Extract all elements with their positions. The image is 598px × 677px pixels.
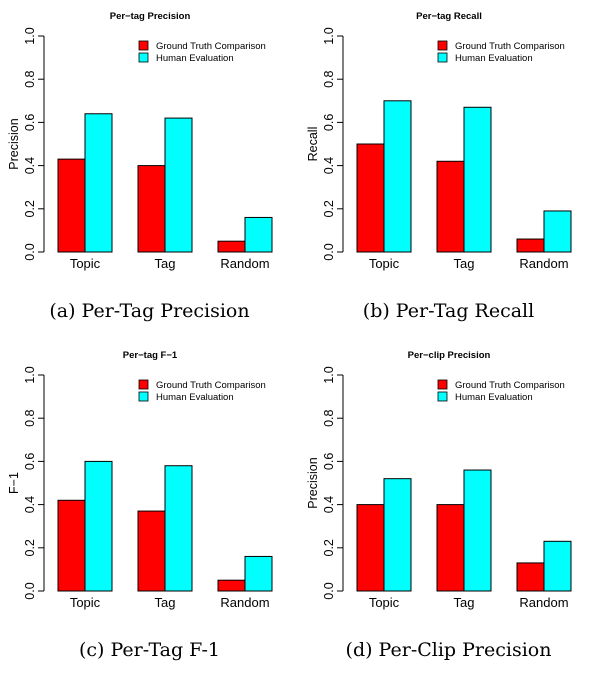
bar-ground-truth [436,160,465,253]
bar-human-evaluation [244,555,273,592]
bar-human-evaluation [543,210,572,253]
figure-caption: (a) Per-Tag Precision [49,300,250,322]
bar-human-evaluation [164,117,193,253]
y-tick-label: 1.0 [322,366,336,383]
chart-panel-a: Per−tag Precision 0.0 0.2 0.4 0.6 0.8 1.0 Preci… [0,0,299,338]
bar-human-evaluation [164,465,193,592]
bar-ground-truth [516,562,545,592]
bar-human-evaluation [84,460,113,592]
x-tick-label: Topic [70,595,101,610]
legend-swatch [138,40,149,51]
bar-ground-truth [217,240,246,253]
chart-title: Per−clip Precision [408,350,491,361]
bar-human-evaluation [543,540,572,592]
legend-label: Human Evaluation [156,392,234,403]
legend-swatch [437,52,448,63]
bar-ground-truth [57,158,86,253]
legend-swatch [437,379,448,390]
bar-ground-truth [356,504,385,592]
x-tick-label: Random [220,256,269,271]
bar-human-evaluation [383,100,412,253]
y-tick-label: 0.6 [23,114,37,131]
bar-ground-truth [356,143,385,253]
y-tick-label: 0.4 [23,496,37,513]
legend-label: Human Evaluation [455,53,533,64]
bar-chart: Per−tag Recall 0.0 0.2 0.4 0.6 0.8 1.0 Recall To… [306,11,572,271]
y-tick-label: 0.0 [23,243,37,260]
legend-swatch [437,40,448,51]
bar-human-evaluation [383,478,412,592]
y-tick-label: 0.0 [322,582,336,599]
chart-title: Per−tag F−1 [123,350,178,361]
bar-ground-truth [57,499,86,592]
y-tick-label: 0.8 [322,409,336,426]
bar-human-evaluation [244,216,273,253]
chart-panel-d: Per−clip Precision 0.0 0.2 0.4 0.6 0.8 1.0 Prec… [299,339,598,677]
y-axis-label: Recall [306,127,320,162]
y-tick-label: 0.6 [322,114,336,131]
x-tick-label: Random [220,595,269,610]
legend-label: Ground Truth Comparison [156,41,266,52]
chart-title: Per−tag Recall [416,11,482,22]
chart-title: Per−tag Precision [110,11,191,22]
y-tick-label: 0.0 [23,582,37,599]
x-tick-label: Topic [369,595,400,610]
y-tick-label: 0.8 [23,70,37,87]
y-tick-label: 0.6 [23,453,37,470]
figure-caption: (d) Per-Clip Precision [345,639,552,661]
x-tick-label: Topic [369,256,400,271]
y-tick-label: 1.0 [23,27,37,44]
y-tick-label: 1.0 [322,27,336,44]
bar-human-evaluation [463,469,492,592]
legend-label: Human Evaluation [455,392,533,403]
y-tick-label: 0.2 [322,200,336,217]
y-tick-label: 0.0 [322,243,336,260]
bar-ground-truth [137,165,166,253]
legend-label: Human Evaluation [156,53,234,64]
bar-chart: Per−tag F−1 0.0 0.2 0.4 0.6 0.8 1.0 F−1 Topic Tag… [7,350,273,610]
y-tick-label: 1.0 [23,366,37,383]
legend-swatch [138,391,149,402]
y-tick-label: 0.6 [322,453,336,470]
y-axis-label: Precision [7,118,21,169]
y-tick-label: 0.4 [23,157,37,174]
bar-ground-truth [217,579,246,592]
chart-panel-c: Per−tag F−1 0.0 0.2 0.4 0.6 0.8 1.0 F−1 Topic Tag… [0,339,299,677]
bar-ground-truth [516,238,545,253]
y-axis-label: F−1 [7,472,21,494]
x-tick-label: Topic [70,256,101,271]
legend-swatch [138,379,149,390]
y-tick-label: 0.2 [23,200,37,217]
bar-ground-truth [436,504,465,592]
y-tick-label: 0.2 [322,539,336,556]
bar-chart: Per−tag Precision 0.0 0.2 0.4 0.6 0.8 1.0 Preci… [7,11,273,271]
y-tick-label: 0.4 [322,496,336,513]
y-tick-label: 0.8 [23,409,37,426]
bar-ground-truth [137,510,166,592]
y-tick-label: 0.2 [23,539,37,556]
legend-label: Ground Truth Comparison [455,380,565,391]
legend-label: Ground Truth Comparison [156,380,266,391]
bar-human-evaluation [463,106,492,253]
y-tick-label: 0.8 [322,70,336,87]
chart-panel-b: Per−tag Recall 0.0 0.2 0.4 0.6 0.8 1.0 Recall To… [299,0,598,338]
x-tick-label: Tag [155,595,176,610]
legend-swatch [437,391,448,402]
x-tick-label: Random [519,595,568,610]
bar-chart: Per−clip Precision 0.0 0.2 0.4 0.6 0.8 1.0 Prec… [306,350,572,610]
bar-human-evaluation [84,113,113,253]
x-tick-label: Tag [454,595,475,610]
legend-label: Ground Truth Comparison [455,41,565,52]
x-tick-label: Tag [155,256,176,271]
y-tick-label: 0.4 [322,157,336,174]
y-axis-label: Precision [306,457,320,508]
x-tick-label: Tag [454,256,475,271]
x-tick-label: Random [519,256,568,271]
figure-caption: (b) Per-Tag Recall [362,300,535,322]
figure-caption: (c) Per-Tag F-1 [78,639,221,661]
legend-swatch [138,52,149,63]
